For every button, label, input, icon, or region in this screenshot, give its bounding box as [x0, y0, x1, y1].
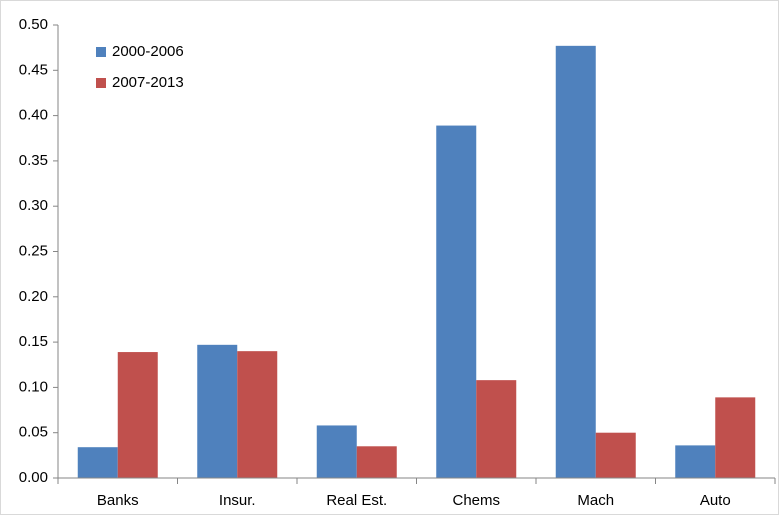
y-tick-label: 0.10 — [19, 378, 48, 395]
x-tick-label: Chems — [452, 492, 500, 509]
y-tick-label: 0.45 — [19, 61, 48, 78]
x-tick-label: Insur. — [219, 492, 256, 509]
legend-swatch — [96, 47, 106, 57]
legend-swatch — [96, 78, 106, 88]
bar — [675, 445, 716, 478]
bar — [77, 447, 118, 478]
x-tick-label: Real Est. — [326, 492, 387, 509]
y-tick-label: 0.15 — [19, 333, 48, 350]
legend-label: 2007-2013 — [112, 74, 184, 91]
bar — [555, 45, 596, 478]
y-tick-label: 0.05 — [19, 424, 48, 441]
bar — [436, 125, 477, 478]
bar — [117, 352, 158, 478]
x-tick-label: Mach — [577, 492, 614, 509]
y-tick-label: 0.20 — [19, 288, 48, 305]
x-tick-label: Auto — [700, 492, 731, 509]
y-tick-label: 0.30 — [19, 197, 48, 214]
x-tick-label: Banks — [97, 492, 139, 509]
y-tick-label: 0.40 — [19, 107, 48, 124]
bar — [316, 425, 357, 478]
bar — [476, 380, 517, 478]
bar — [237, 351, 278, 478]
y-tick-label: 0.50 — [19, 16, 48, 33]
bar — [715, 397, 756, 478]
y-tick-label: 0.00 — [19, 469, 48, 486]
bar — [197, 344, 238, 478]
legend-label: 2000-2006 — [112, 43, 184, 60]
y-tick-label: 0.35 — [19, 152, 48, 169]
bar — [595, 432, 636, 478]
bar — [356, 446, 397, 478]
y-tick-label: 0.25 — [19, 242, 48, 259]
